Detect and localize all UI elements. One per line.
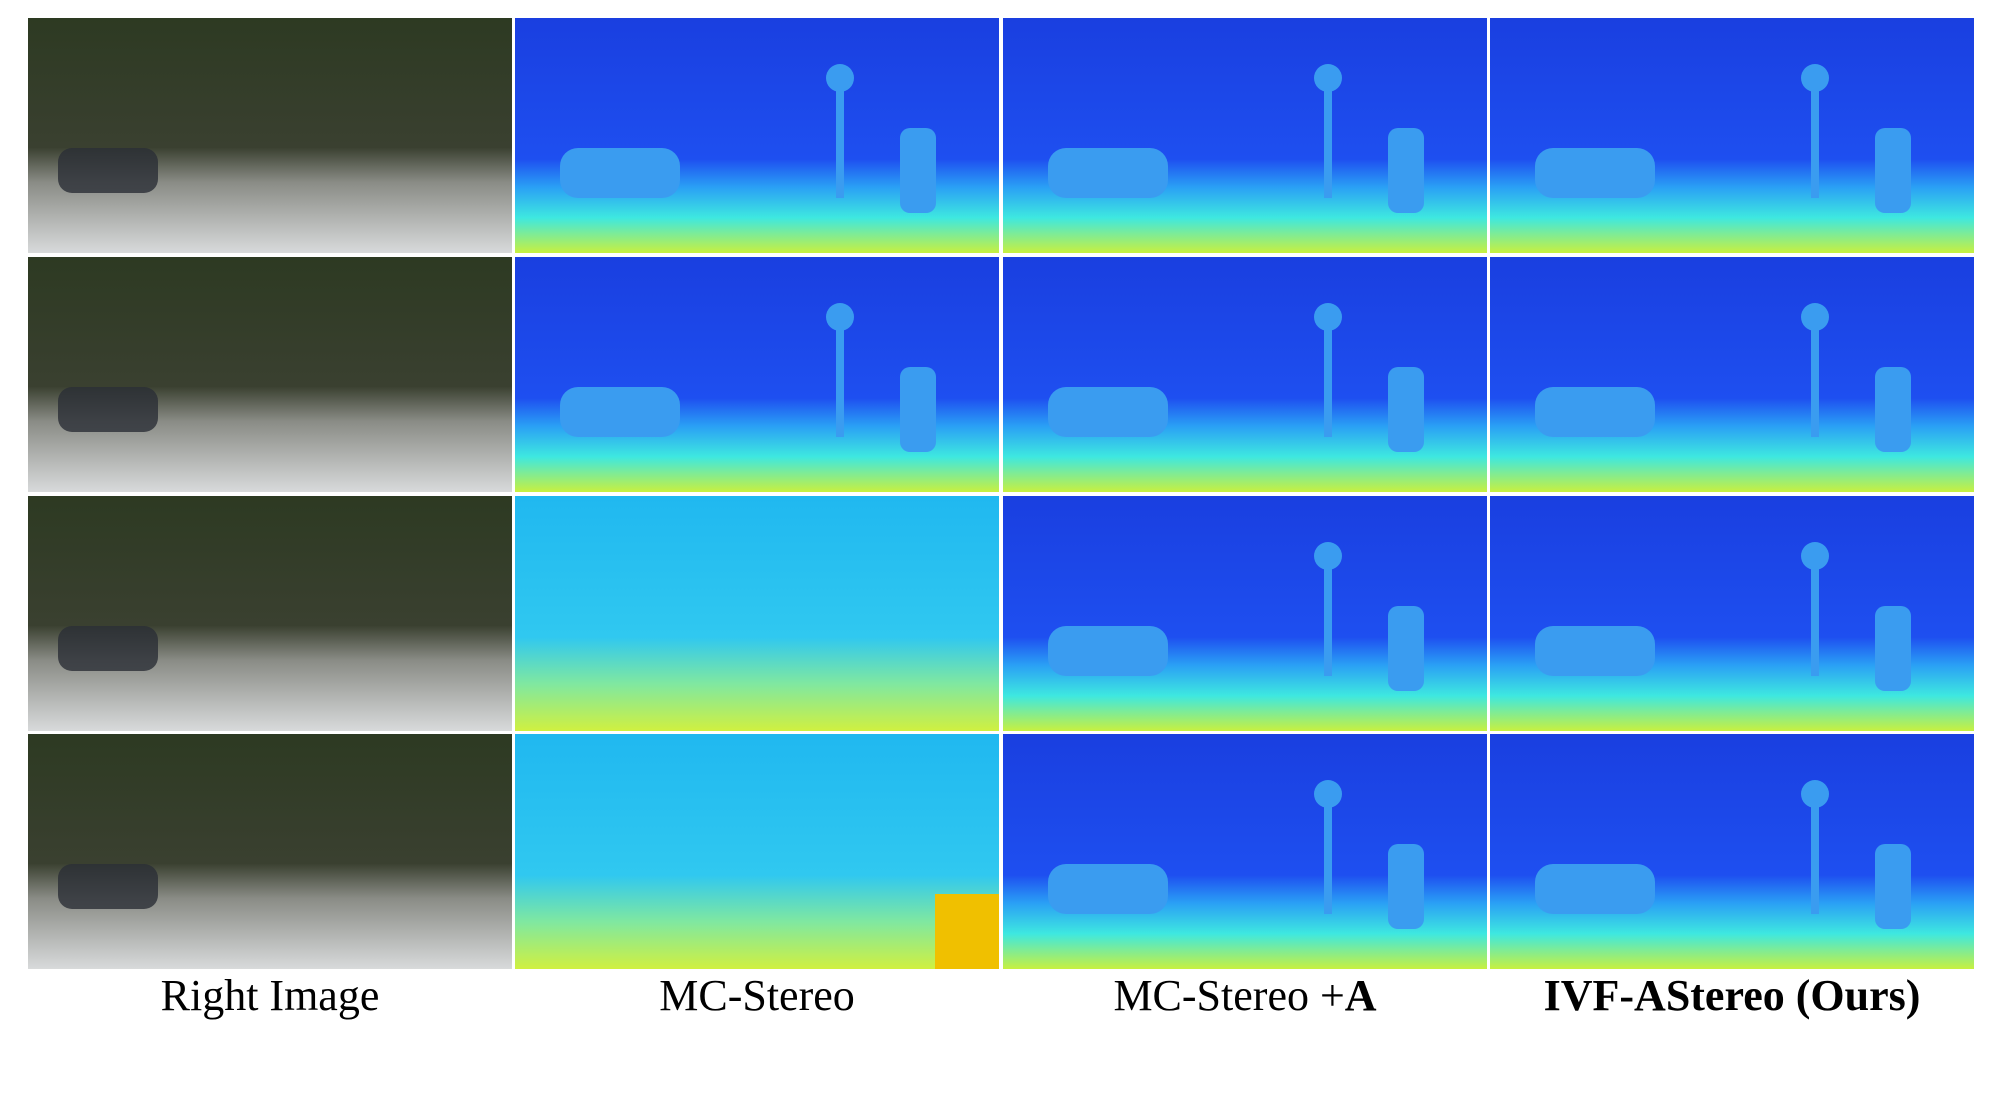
sign — [1314, 303, 1342, 331]
sign — [1801, 542, 1829, 570]
car — [58, 387, 158, 432]
car — [1535, 864, 1655, 914]
pole — [1324, 556, 1332, 676]
sign — [1314, 64, 1342, 92]
pole — [1324, 794, 1332, 914]
pole — [1324, 317, 1332, 437]
photo-tile — [28, 18, 512, 253]
column-caption: MC-Stereo +A — [1003, 970, 1487, 1021]
pole — [1324, 78, 1332, 198]
person — [900, 128, 936, 213]
person — [1875, 844, 1911, 929]
pole — [1811, 78, 1819, 198]
sign — [1801, 780, 1829, 808]
car — [1048, 387, 1168, 437]
car — [1048, 864, 1168, 914]
photo-tile — [28, 496, 512, 731]
caption-text: MC-Stereo + — [1113, 971, 1345, 1020]
person — [1388, 367, 1424, 452]
sign — [1314, 780, 1342, 808]
person — [1388, 128, 1424, 213]
sign — [1314, 542, 1342, 570]
person — [1388, 844, 1424, 929]
pole — [1811, 794, 1819, 914]
car — [1535, 626, 1655, 676]
column-caption: MC-Stereo — [659, 971, 855, 1020]
pole — [836, 317, 844, 437]
pole — [836, 78, 844, 198]
image-grid — [28, 18, 1974, 969]
person — [1388, 606, 1424, 691]
sign — [1801, 64, 1829, 92]
car — [560, 148, 680, 198]
person — [1875, 128, 1911, 213]
car — [58, 864, 158, 909]
car — [58, 148, 158, 193]
person — [1875, 606, 1911, 691]
artifact — [935, 894, 999, 969]
person — [900, 367, 936, 452]
column-caption: Right Image — [160, 971, 380, 1020]
photo-tile — [28, 734, 512, 969]
car — [58, 626, 158, 671]
disparity-tile — [515, 496, 999, 731]
pole — [1811, 556, 1819, 676]
car — [560, 387, 680, 437]
car — [1535, 148, 1655, 198]
sign — [826, 64, 854, 92]
sign — [1801, 303, 1829, 331]
car — [1048, 626, 1168, 676]
disparity-tile — [515, 734, 999, 969]
caption-bold: A — [1344, 971, 1377, 1020]
photo-tile — [28, 257, 512, 492]
car — [1048, 148, 1168, 198]
column-caption: IVF-AStereo (Ours) — [1543, 971, 1921, 1020]
pole — [1811, 317, 1819, 437]
person — [1875, 367, 1911, 452]
car — [1535, 387, 1655, 437]
sign — [826, 303, 854, 331]
